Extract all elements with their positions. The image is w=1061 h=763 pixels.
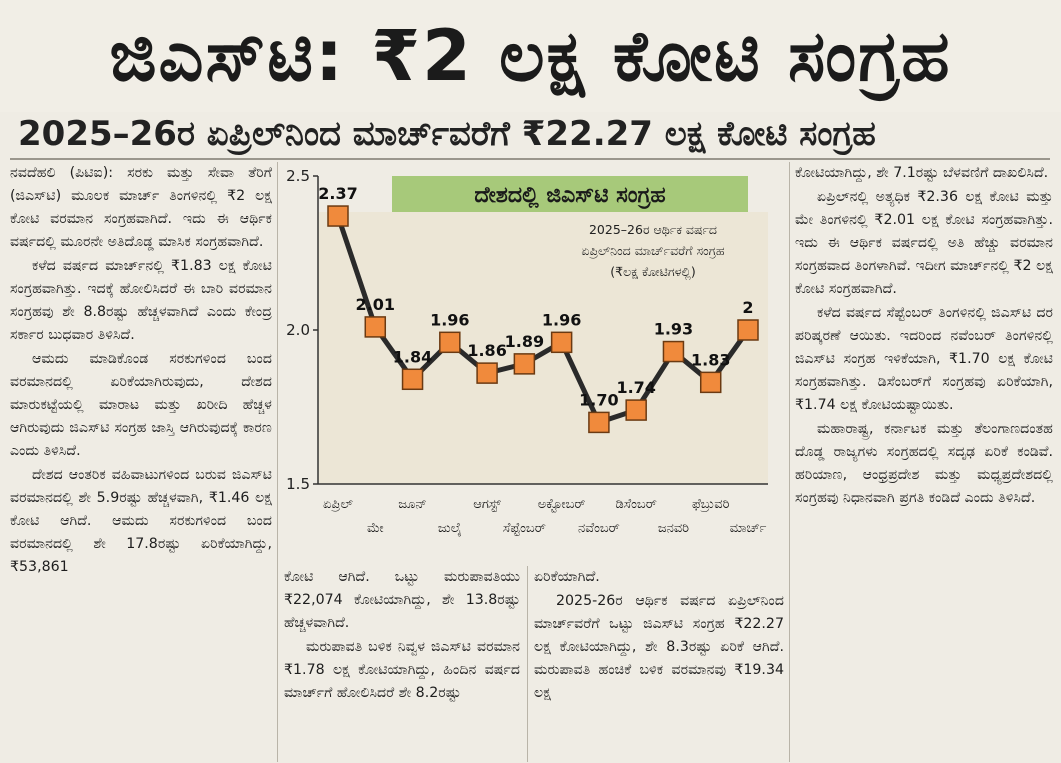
data-label: 1.86 — [467, 341, 506, 360]
data-point — [550, 331, 573, 354]
x-tick-label: ಮೇ — [367, 521, 384, 536]
data-point — [401, 368, 424, 391]
data-point — [588, 411, 610, 434]
data-label: 1.96 — [430, 310, 469, 329]
paragraph: ಕೋಟಿ ಆಗಿದೆ. ಒಟ್ಟು ಮರುಪಾವತಿಯು ₹22,074 ಕೋಟ… — [284, 569, 520, 631]
data-label: 1.83 — [691, 350, 730, 369]
data-label: 1.93 — [654, 320, 693, 339]
column-divider — [789, 162, 790, 762]
chart-title: ದೇಶದಲ್ಲಿ ಜಿಎಸ್‌ಟಿ ಸಂಗ್ರಹ — [474, 183, 665, 209]
data-point — [364, 316, 387, 338]
data-label: 1.74 — [616, 378, 655, 397]
paragraph: ಆಮದು ಮಾಡಿಕೊಂಡ ಸರಕುಗಳಿಂದ ಬಂದ ವರಮಾನದಲ್ಲಿ ಏ… — [10, 351, 272, 459]
y-tick-label: 2.5 — [286, 167, 310, 185]
subheadline: 2025–26ರ ಏಪ್ರಿಲ್‌ನಿಂದ ಮಾರ್ಚ್‌ವರೆಗೆ ₹22.2… — [18, 114, 876, 154]
article-column-1: ನವದೆಹಲಿ (ಪಿಟಿಐ): ಸರಕು ಮತ್ತು ಸೇವಾ ತೆರಿಗೆ … — [10, 162, 272, 762]
data-label: 1.84 — [393, 347, 432, 366]
article-column-3: ಏರಿಕೆಯಾಗಿದೆ. 2025-26ರ ಆರ್ಥಿಕ ವರ್ಷದ ಏಪ್ರಿ… — [534, 566, 784, 762]
x-tick-label: ಫೆಬ್ರುವರಿ — [692, 497, 730, 512]
x-tick-label: ಡಿಸೆಂಬರ್ — [616, 497, 658, 512]
y-tick-label: 2.0 — [286, 321, 310, 339]
paragraph: ಕೋಟಿಯಾಗಿದ್ದು, ಶೇ 7.1ರಷ್ಟು ಬೆಳವಣಿಗೆ ದಾಖಲಿ… — [795, 165, 1049, 181]
gst-line-chart: ದೇಶದಲ್ಲಿ ಜಿಎಸ್‌ಟಿ ಸಂಗ್ರಹ 2025–26ರ ಆರ್ಥಿಕ … — [286, 167, 768, 536]
data-label: 1.89 — [505, 332, 544, 351]
data-point — [327, 205, 349, 227]
x-tick-label: ನವೆಂಬರ್ — [578, 521, 620, 536]
paragraph: ಏಪ್ರಿಲ್‌ನಲ್ಲಿ ಅತ್ಯಧಿಕ ₹2.36 ಲಕ್ಷ ಕೋಟಿ ಮತ… — [795, 189, 1053, 297]
data-point — [625, 399, 647, 421]
column-divider — [527, 566, 528, 762]
data-label: 2.01 — [356, 295, 395, 314]
data-point — [737, 319, 759, 341]
data-point — [662, 340, 685, 363]
chart-subtitle: 2025–26ರ ಆರ್ಥಿಕ ವರ್ಷದ — [589, 222, 717, 237]
data-label: 1.70 — [579, 390, 618, 409]
gst-chart: ದೇಶದಲ್ಲಿ ಜಿಎಸ್‌ಟಿ ಸಂಗ್ರಹ 2025–26ರ ಆರ್ಥಿಕ … — [280, 162, 785, 562]
y-tick-label: 1.5 — [286, 475, 310, 493]
headline: ಜಿಎಸ್‌ಟಿ: ₹2 ಲಕ್ಷ ಕೋಟಿ ಸಂಗ್ರಹ — [0, 0, 1061, 112]
paragraph: 2025-26ರ ಆರ್ಥಿಕ ವರ್ಷದ ಏಪ್ರಿಲ್‌ನಿಂದ ಮಾರ್ಚ… — [534, 593, 784, 701]
data-point — [476, 362, 498, 384]
paragraph: ಕಳೆದ ವರ್ಷದ ಸೆಪ್ಟೆಂಬರ್ ತಿಂಗಳಿನಲ್ಲಿ ಜಿಎಸ್‌… — [795, 305, 1053, 413]
article-column-2: ಕೋಟಿ ಆಗಿದೆ. ಒಟ್ಟು ಮರುಪಾವತಿಯು ₹22,074 ಕೋಟ… — [284, 566, 520, 762]
data-point — [699, 371, 722, 394]
x-tick-label: ಮಾರ್ಚ್ — [730, 521, 767, 536]
column-divider — [277, 162, 278, 762]
x-tick-label: ಜುಲೈ — [438, 521, 462, 536]
data-label: 1.96 — [542, 310, 581, 329]
data-label: 2.37 — [318, 184, 357, 203]
x-tick-label: ಆಗಸ್ಟ್ — [473, 497, 501, 512]
x-tick-label: ಅಕ್ಟೋಬರ್ — [538, 497, 586, 512]
paragraph: ಏರಿಕೆಯಾಗಿದೆ. — [534, 569, 600, 585]
paragraph: ದೇಶದ ಆಂತರಿಕ ವಹಿವಾಟುಗಳಿಂದ ಬರುವ ಜಿಎಸ್‌ಟಿ ವ… — [10, 467, 272, 575]
chart-subtitle: ಏಪ್ರಿಲ್‌ನಿಂದ ಮಾರ್ಚ್‌ವರೆಗೆ ಸಂಗ್ರಹ — [581, 243, 725, 259]
divider — [10, 158, 1050, 160]
x-tick-label: ಜೂನ್ — [398, 497, 426, 512]
data-point — [439, 331, 461, 354]
x-tick-label: ಸೆಪ್ಟೆಂಬರ್ — [503, 521, 546, 536]
data-point — [513, 353, 536, 375]
chart-title-box — [392, 176, 748, 212]
paragraph: ಮಹಾರಾಷ್ಟ್ರ, ಕರ್ನಾಟಕ ಮತ್ತು ತೆಲಂಗಾಣದಂತಹ ದೊ… — [795, 421, 1053, 506]
paragraph: ನವದೆಹಲಿ (ಪಿಟಿಐ): ಸರಕು ಮತ್ತು ಸೇವಾ ತೆರಿಗೆ … — [10, 165, 272, 250]
paragraph: ಮರುಪಾವತಿ ಬಳಿಕ ನಿವ್ವಳ ಜಿಎಸ್‌ಟಿ ವರಮಾನ ₹1.7… — [284, 639, 520, 701]
article-column-4: ಕೋಟಿಯಾಗಿದ್ದು, ಶೇ 7.1ರಷ್ಟು ಬೆಳವಣಿಗೆ ದಾಖಲಿ… — [795, 162, 1053, 762]
data-label: 2 — [742, 298, 753, 317]
x-tick-label: ಏಪ್ರಿಲ್ — [323, 497, 353, 512]
chart-subtitle: (₹ಲಕ್ಷ ಕೋಟಿಗಳಲ್ಲಿ) — [610, 264, 695, 280]
paragraph: ಕಳೆದ ವರ್ಷದ ಮಾರ್ಚ್‌ನಲ್ಲಿ ₹1.83 ಲಕ್ಷ ಕೋಟಿ … — [10, 258, 272, 343]
x-tick-label: ಜನವರಿ — [658, 521, 689, 536]
